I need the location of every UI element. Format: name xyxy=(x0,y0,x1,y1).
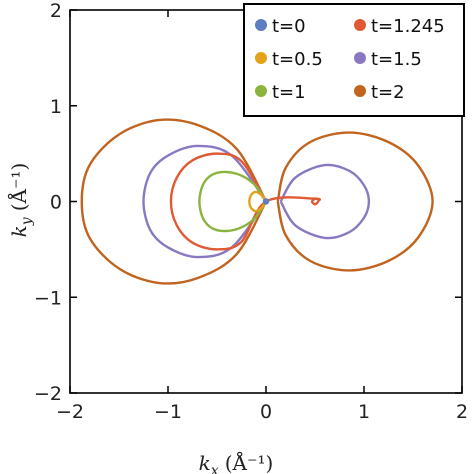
y-tick-label: 2 xyxy=(50,0,62,22)
x-tick-label: 2 xyxy=(456,401,468,423)
y-axis-label: ky(Å⁻¹) xyxy=(6,163,35,238)
legend-label-t-0: t=0 xyxy=(272,16,306,37)
legend-marker-t-0-5 xyxy=(255,52,267,64)
legend-label-t-2: t=2 xyxy=(371,82,405,103)
legend-marker-t-1-245 xyxy=(354,19,366,31)
y-tick-label: −2 xyxy=(34,383,62,405)
series-t-2-left-contour xyxy=(80,118,268,285)
legend: t=0 t=1.245 t=0.5 t=1.5 t=1 t=2 xyxy=(243,3,465,117)
x-tick-label: 0 xyxy=(260,401,272,423)
series-t-0-point xyxy=(262,198,270,205)
series-t-1-5-left-contour xyxy=(142,144,267,259)
legend-label-t-1-5: t=1.5 xyxy=(371,49,422,70)
x-axis-label: kx (Å⁻¹) xyxy=(199,450,274,474)
x-tick-label: 1 xyxy=(358,401,370,423)
legend-marker-t-0 xyxy=(255,19,267,31)
series-t-1-245-left-contour xyxy=(169,152,321,251)
legend-box xyxy=(243,3,465,117)
y-tick-label: −1 xyxy=(34,287,62,309)
legend-marker-t-2 xyxy=(354,85,366,97)
curve-layer xyxy=(80,118,434,285)
tick-layer: −2 −1 0 1 2 −2 −1 0 1 2 xyxy=(34,0,468,423)
series-t-0-5-left-contour xyxy=(248,190,268,213)
y-tick-label: 0 xyxy=(50,192,62,214)
series-t-2-right-contour xyxy=(276,131,434,272)
x-tick-label: −1 xyxy=(154,401,182,423)
legend-label-t-1-245: t=1.245 xyxy=(371,16,445,37)
series-t-1-5-right-contour xyxy=(279,163,371,240)
legend-marker-t-1 xyxy=(255,85,267,97)
series-t-1-left-contour xyxy=(198,170,268,233)
y-tick-label: 1 xyxy=(50,96,62,118)
legend-marker-t-1-5 xyxy=(354,52,366,64)
legend-label-t-1: t=1 xyxy=(272,82,306,103)
legend-label-t-0-5: t=0.5 xyxy=(272,49,323,70)
x-tick-label: −2 xyxy=(56,401,84,423)
